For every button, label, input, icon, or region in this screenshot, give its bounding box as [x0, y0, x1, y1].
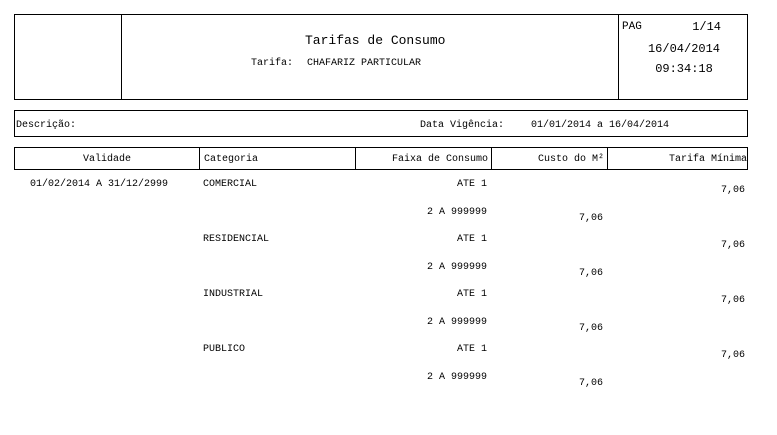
faixa-cell: 2 A 999999	[426, 372, 487, 383]
page-label: PAG	[622, 21, 642, 33]
custo-cell: 7,06	[578, 268, 603, 279]
faixa-cell: 2 A 999999	[426, 207, 487, 218]
tarifa-value: CHAFARIZ PARTICULAR	[307, 58, 422, 69]
col-tarifa: Tarifa Mínima	[668, 154, 747, 165]
tarifa-label: Tarifa:	[251, 58, 294, 69]
tarifa-cell: 7,06	[720, 295, 745, 306]
tarifa-cell: 7,06	[720, 350, 745, 361]
report-title: Tarifas de Consumo	[305, 33, 446, 48]
col-custo: Custo do M²	[537, 154, 604, 165]
descricao-label: Descrição:	[16, 120, 77, 131]
divider	[355, 148, 356, 169]
vigencia-value: 01/01/2014 a 16/04/2014	[531, 120, 670, 131]
divider	[607, 148, 608, 169]
categoria-cell: INDUSTRIAL	[203, 289, 264, 300]
faixa-cell: ATE 1	[456, 344, 487, 355]
divider	[618, 15, 619, 99]
faixa-cell: ATE 1	[456, 289, 487, 300]
tarifa-cell: 7,06	[720, 185, 745, 196]
vigencia-label: Data Vigência:	[420, 120, 505, 131]
report-time: 09:34:18	[655, 62, 713, 76]
custo-cell: 7,06	[578, 323, 603, 334]
info-bar: Descrição: Data Vigência: 01/01/2014 a 1…	[14, 110, 748, 137]
table-header: Validade Categoria Faixa de Consumo Cust…	[14, 147, 748, 170]
col-faixa: Faixa de Consumo	[391, 154, 488, 165]
report-header: Tarifas de Consumo Tarifa: CHAFARIZ PART…	[14, 14, 748, 100]
page-value: 1/14	[692, 20, 721, 34]
divider	[121, 15, 122, 99]
divider	[199, 148, 200, 169]
faixa-cell: ATE 1	[456, 234, 487, 245]
custo-cell: 7,06	[578, 213, 603, 224]
categoria-cell: PUBLICO	[203, 344, 246, 355]
col-validade: Validade	[82, 154, 131, 165]
col-categoria: Categoria	[204, 154, 259, 165]
categoria-cell: COMERCIAL	[203, 179, 258, 190]
tarifa-cell: 7,06	[720, 240, 745, 251]
faixa-cell: 2 A 999999	[426, 317, 487, 328]
faixa-cell: ATE 1	[456, 179, 487, 190]
categoria-cell: RESIDENCIAL	[203, 234, 270, 245]
divider	[491, 148, 492, 169]
custo-cell: 7,06	[578, 378, 603, 389]
faixa-cell: 2 A 999999	[426, 262, 487, 273]
validade-value: 01/02/2014 A 31/12/2999	[30, 179, 169, 190]
report-date: 16/04/2014	[647, 42, 720, 56]
